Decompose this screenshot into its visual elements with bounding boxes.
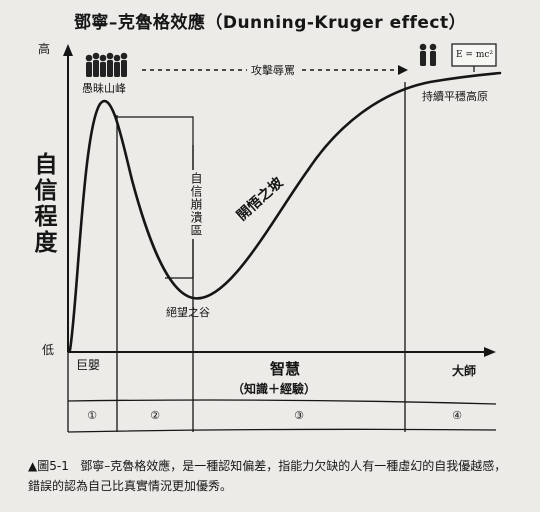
y-axis-high-label: 高	[38, 42, 51, 56]
valley-label: 絕望之谷	[166, 306, 210, 319]
y-axis-arrow	[63, 44, 73, 56]
confidence-curve	[68, 71, 502, 352]
x-axis-left-label: 巨嬰	[76, 358, 101, 372]
stage-1-label: ①	[87, 409, 97, 422]
x-axis-title: 智慧	[270, 360, 301, 378]
journey-label: 攻擊辱罵	[247, 62, 299, 78]
stage-4-label: ④	[452, 409, 462, 422]
y-axis-title: 自信程度	[34, 152, 58, 256]
y-axis-low-label: 低	[42, 343, 55, 357]
caption-text: 鄧寧–克魯格效應，是一種認知偏差，指能力欠缺的人有一種虛幻的自我優越感，錯誤的認…	[28, 459, 507, 493]
stage-band-bottom	[67, 428, 497, 433]
collapse-zone-label: 自信崩潰區	[188, 170, 205, 239]
crowd-icon	[85, 52, 128, 77]
peak-label: 愚昧山峰	[82, 82, 126, 95]
collapse-bracket	[117, 116, 194, 278]
caption-marker: ▲	[28, 459, 38, 473]
caption-figure-number: 圖5-1	[37, 459, 69, 473]
formula-label: E = mc²	[456, 50, 494, 60]
stage-3-label: ③	[294, 409, 304, 422]
x-axis-subtitle: （知識＋經驗）	[232, 382, 317, 396]
x-axis-right-label: 大師	[452, 364, 477, 378]
diagram-title: 鄧寧–克魯格效應（Dunning-Kruger effect）	[73, 13, 467, 33]
journey-arrowhead	[398, 65, 408, 75]
stage-2-label: ②	[150, 409, 160, 422]
x-axis-arrow	[484, 347, 496, 357]
stage-band-top	[67, 399, 497, 405]
plateau-label: 持續平穩高原	[422, 90, 488, 103]
experts-icon	[419, 43, 437, 66]
figure-caption: ▲圖5-1 鄧寧–克魯格效應，是一種認知偏差，指能力欠缺的人有一種虛幻的自我優越…	[28, 456, 508, 496]
